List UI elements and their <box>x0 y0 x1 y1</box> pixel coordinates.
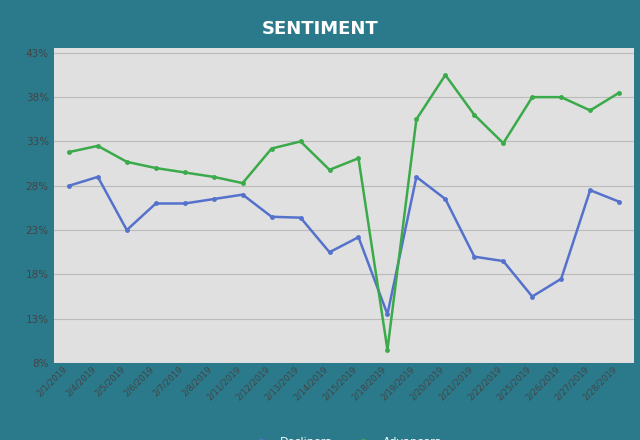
Text: SENTIMENT: SENTIMENT <box>262 20 378 37</box>
Legend: Decliners, Advancers: Decliners, Advancers <box>243 433 445 440</box>
